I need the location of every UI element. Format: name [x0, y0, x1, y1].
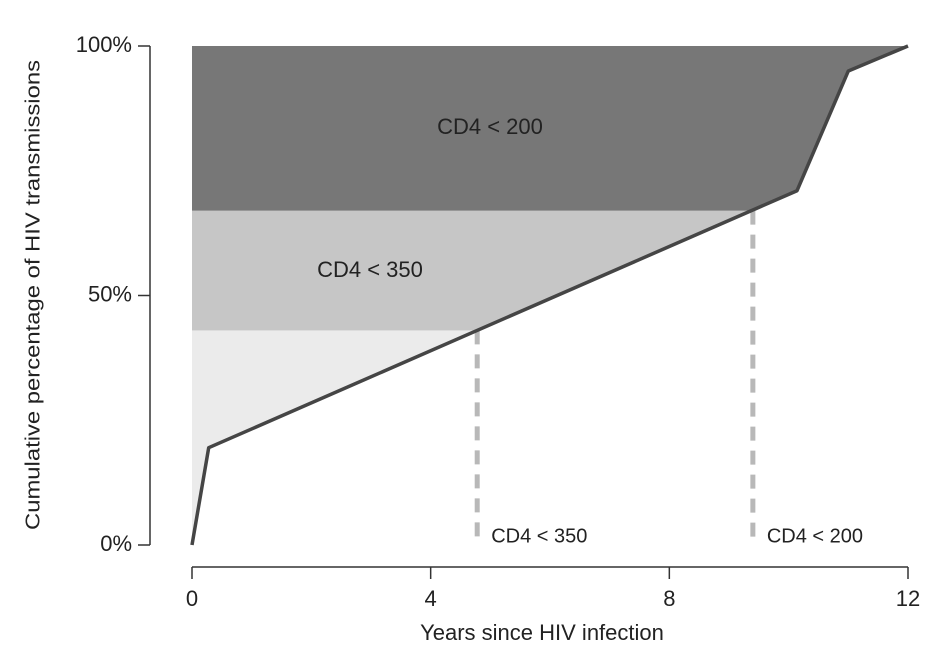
y-tick-label: 0% — [100, 531, 132, 556]
threshold-label: CD4 < 200 — [767, 525, 863, 547]
threshold-label: CD4 < 350 — [491, 525, 587, 547]
x-axis-label: Years since HIV infection — [420, 620, 664, 645]
region-band — [192, 330, 908, 545]
region-label: CD4 < 200 — [437, 114, 543, 139]
x-tick-label: 12 — [896, 586, 920, 611]
line — [190, 44, 909, 546]
y-axis-label: Cumulative percentage of HIV transmissio… — [22, 60, 44, 530]
x-tick-label: 8 — [663, 586, 675, 611]
y-tick-label: 100% — [76, 32, 132, 57]
shaded-regions — [192, 46, 908, 545]
region-band — [192, 46, 908, 211]
x-tick-label: 4 — [425, 586, 437, 611]
region-label: CD4 < 350 — [317, 257, 423, 282]
region-band — [192, 210, 908, 331]
x-tick-label: 0 — [186, 586, 198, 611]
y-tick-label: 50% — [88, 281, 132, 306]
